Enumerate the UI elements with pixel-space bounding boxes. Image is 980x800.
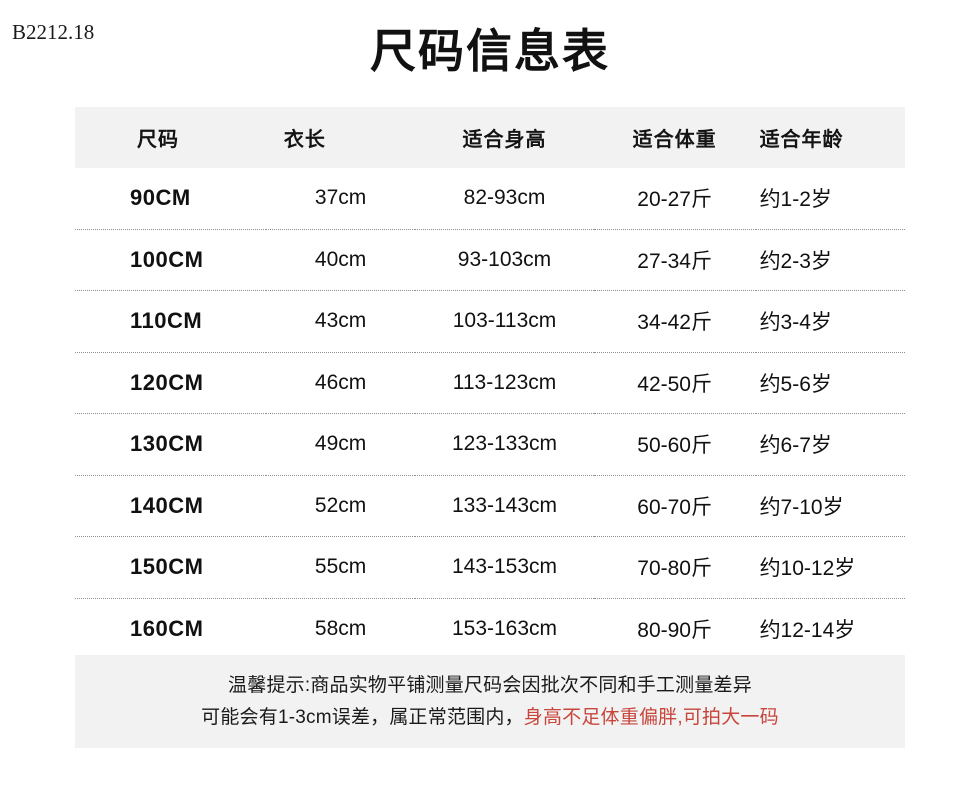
cell-length: 46cm bbox=[265, 351, 416, 414]
cell-length: 49cm bbox=[265, 413, 416, 475]
cell-height: 123-133cm bbox=[415, 413, 594, 475]
cell-weight: 80-90斤 bbox=[593, 597, 756, 659]
disclaimer-note: 温馨提示:商品实物平铺测量尺码会因批次不同和手工测量差异 可能会有1-3cm误差… bbox=[75, 655, 905, 748]
cell-weight: 27-34斤 bbox=[593, 228, 756, 291]
cell-height: 133-143cm bbox=[415, 474, 594, 537]
cell-size: 100CM bbox=[75, 228, 266, 291]
table-row: 100CM 40cm 93-103cm 27-34斤 约2-3岁 bbox=[75, 228, 905, 291]
cell-weight: 60-70斤 bbox=[593, 474, 756, 537]
size-chart-table: 尺码 衣长 适合身高 适合体重 适合年龄 90CM 37cm 82-93cm 2… bbox=[75, 107, 905, 659]
cell-age: 约3-4岁 bbox=[755, 290, 905, 352]
cell-length: 40cm bbox=[265, 228, 416, 291]
table-header-row: 尺码 衣长 适合身高 适合体重 适合年龄 bbox=[75, 107, 905, 168]
cell-weight: 50-60斤 bbox=[593, 413, 756, 475]
cell-size: 120CM bbox=[75, 351, 266, 414]
cell-age: 约10-12岁 bbox=[755, 536, 905, 598]
cell-length: 55cm bbox=[265, 536, 416, 598]
table-row: 120CM 46cm 113-123cm 42-50斤 约5-6岁 bbox=[75, 351, 905, 414]
cell-age: 约1-2岁 bbox=[755, 168, 905, 229]
cell-length: 58cm bbox=[265, 597, 416, 659]
cell-age: 约2-3岁 bbox=[755, 228, 905, 291]
table-header: 尺码 衣长 适合身高 适合体重 适合年龄 bbox=[75, 107, 905, 168]
table-row: 140CM 52cm 133-143cm 60-70斤 约7-10岁 bbox=[75, 474, 905, 537]
table-row: 110CM 43cm 103-113cm 34-42斤 约3-4岁 bbox=[75, 290, 905, 352]
cell-age: 约5-6岁 bbox=[755, 351, 905, 414]
cell-length: 37cm bbox=[265, 168, 416, 229]
table-body: 90CM 37cm 82-93cm 20-27斤 约1-2岁 100CM 40c… bbox=[75, 168, 905, 659]
cell-weight: 20-27斤 bbox=[593, 168, 756, 229]
cell-size: 140CM bbox=[75, 474, 266, 537]
column-header-height: 适合身高 bbox=[415, 107, 594, 168]
cell-age: 约6-7岁 bbox=[755, 413, 905, 475]
column-header-age: 适合年龄 bbox=[755, 107, 905, 168]
cell-size: 130CM bbox=[75, 413, 266, 475]
cell-height: 93-103cm bbox=[415, 228, 594, 291]
cell-size: 90CM bbox=[75, 168, 266, 229]
cell-height: 82-93cm bbox=[415, 168, 594, 229]
cell-height: 113-123cm bbox=[415, 351, 594, 414]
cell-size: 150CM bbox=[75, 536, 266, 598]
cell-size: 110CM bbox=[75, 290, 266, 352]
cell-weight: 34-42斤 bbox=[593, 290, 756, 352]
cell-weight: 70-80斤 bbox=[593, 536, 756, 598]
cell-age: 约7-10岁 bbox=[755, 474, 905, 537]
note-line-2: 可能会有1-3cm误差，属正常范围内，身高不足体重偏胖,可拍大一码 bbox=[201, 705, 779, 731]
page-title: 尺码信息表 bbox=[370, 25, 610, 77]
cell-height: 143-153cm bbox=[415, 536, 594, 598]
cell-height: 103-113cm bbox=[415, 290, 594, 352]
note-line-2-text: 可能会有1-3cm误差，属正常范围内， bbox=[201, 706, 524, 728]
column-header-length: 衣长 bbox=[265, 107, 416, 168]
cell-height: 153-163cm bbox=[415, 597, 594, 659]
table-row: 150CM 55cm 143-153cm 70-80斤 约10-12岁 bbox=[75, 536, 905, 598]
watermark-code: B2212.18 bbox=[12, 20, 95, 44]
cell-age: 约12-14岁 bbox=[755, 597, 905, 659]
column-header-weight: 适合体重 bbox=[593, 107, 756, 168]
cell-length: 52cm bbox=[265, 474, 416, 537]
table-row: 130CM 49cm 123-133cm 50-60斤 约6-7岁 bbox=[75, 413, 905, 475]
cell-length: 43cm bbox=[265, 290, 416, 352]
cell-size: 160CM bbox=[75, 597, 266, 659]
table-row: 160CM 58cm 153-163cm 80-90斤 约12-14岁 bbox=[75, 597, 905, 659]
cell-weight: 42-50斤 bbox=[593, 351, 756, 414]
size-chart-table-wrapper: 尺码 衣长 适合身高 适合体重 适合年龄 90CM 37cm 82-93cm 2… bbox=[75, 107, 905, 659]
note-line-2-highlight: 身高不足体重偏胖,可拍大一码 bbox=[523, 706, 779, 728]
table-row: 90CM 37cm 82-93cm 20-27斤 约1-2岁 bbox=[75, 168, 905, 229]
note-line-1: 温馨提示:商品实物平铺测量尺码会因批次不同和手工测量差异 bbox=[228, 674, 752, 696]
column-header-size: 尺码 bbox=[75, 107, 266, 168]
